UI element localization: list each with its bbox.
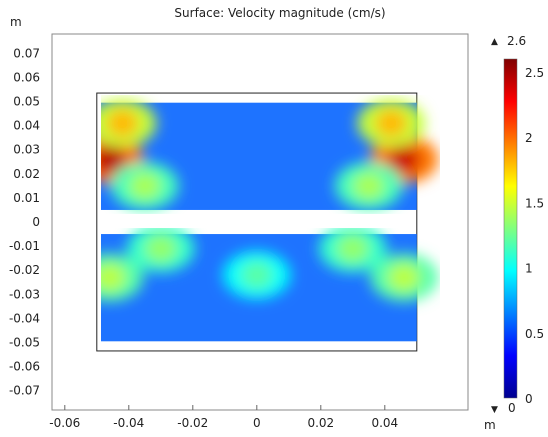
velocity-hotspots-upper bbox=[101, 99, 438, 210]
colorbar-gradient bbox=[503, 58, 518, 399]
y-tick-label: 0 bbox=[32, 215, 40, 229]
velocity-hotspot-core bbox=[101, 263, 126, 292]
velocity-hotspot-core bbox=[101, 145, 126, 174]
y-tick-label: 0.05 bbox=[13, 94, 40, 108]
x-tick-label: -0.06 bbox=[49, 416, 80, 430]
velocity-hotspot-core bbox=[240, 261, 273, 290]
y-axis: m 0.07 0.06 0.05 0.04 0.03 0.02 0.01 0 -0.01 -0.0… bbox=[9, 15, 40, 398]
colorbar-tick-label: 0.5 bbox=[525, 327, 544, 341]
y-tick-label: -0.05 bbox=[9, 336, 40, 350]
colorbar-tick-label: 1.5 bbox=[525, 196, 544, 210]
y-tick-label: 0.03 bbox=[13, 143, 40, 157]
colorbar-min-label: 0 bbox=[508, 401, 516, 415]
y-tick-label: -0.03 bbox=[9, 287, 40, 301]
y-tick-label: -0.07 bbox=[9, 384, 40, 398]
colorbar-tick-label: 1 bbox=[525, 262, 533, 276]
colorbar-max-label: 2.6 bbox=[507, 34, 526, 48]
colorbar-tick-labels: 2.5 2 1.5 1 0.5 0 bbox=[525, 66, 544, 406]
colorbar-min-marker-icon: ▼ bbox=[491, 405, 498, 415]
x-tick-label: -0.02 bbox=[177, 416, 208, 430]
y-axis-unit: m bbox=[10, 15, 22, 29]
colorbar-max-marker-icon: ▲ bbox=[491, 37, 498, 47]
colorbar-tick-label: 2 bbox=[525, 131, 533, 145]
y-tick-labels: 0.07 0.06 0.05 0.04 0.03 0.02 0.01 0 -0.01 -0.02 -… bbox=[9, 46, 40, 397]
chart-title: Surface: Velocity magnitude (cm/s) bbox=[174, 6, 385, 20]
velocity-hotspot-core bbox=[128, 171, 161, 200]
x-tick-label: 0.02 bbox=[307, 416, 334, 430]
y-tick-label: -0.06 bbox=[9, 360, 40, 374]
x-tick-label: 0 bbox=[253, 416, 261, 430]
field-lower bbox=[101, 228, 438, 342]
velocity-hotspots-lower bbox=[101, 228, 438, 302]
x-tick-label: 0.04 bbox=[371, 416, 398, 430]
domain-outline bbox=[96, 92, 418, 352]
y-tick-label: 0.04 bbox=[13, 119, 40, 133]
x-axis: -0.06 -0.04 -0.02 0 0.02 0.04 bbox=[49, 405, 398, 430]
velocity-hotspot-core bbox=[106, 109, 139, 138]
y-tick-label: 0.06 bbox=[13, 70, 40, 84]
y-tick-label: -0.02 bbox=[9, 263, 40, 277]
colorbar-tick-label: 0 bbox=[525, 392, 533, 406]
velocity-hotspot-core bbox=[375, 109, 408, 138]
velocity-hotspot-core bbox=[388, 263, 420, 292]
field-upper bbox=[101, 99, 438, 210]
velocity-hotspot-core bbox=[352, 171, 385, 200]
y-tick-label: 0.02 bbox=[13, 167, 40, 181]
y-tick-label: -0.01 bbox=[9, 239, 40, 253]
y-tick-label: 0.01 bbox=[13, 191, 40, 205]
velocity-hotspot-core bbox=[388, 145, 420, 174]
colorbar: ▲ 2.6 ▼ 0 2.5 2 1.5 1 0.5 0 bbox=[491, 34, 544, 415]
y-tick-label: 0.07 bbox=[13, 46, 40, 60]
plot-frame bbox=[51, 33, 469, 411]
colorbar-tick-label: 2.5 bbox=[525, 66, 544, 80]
velocity-hotspot-core bbox=[144, 234, 177, 263]
y-tick-label: -0.04 bbox=[9, 311, 40, 325]
x-axis-unit: m bbox=[484, 418, 496, 432]
x-tick-label: -0.04 bbox=[113, 416, 144, 430]
velocity-hotspot-core bbox=[336, 234, 369, 263]
